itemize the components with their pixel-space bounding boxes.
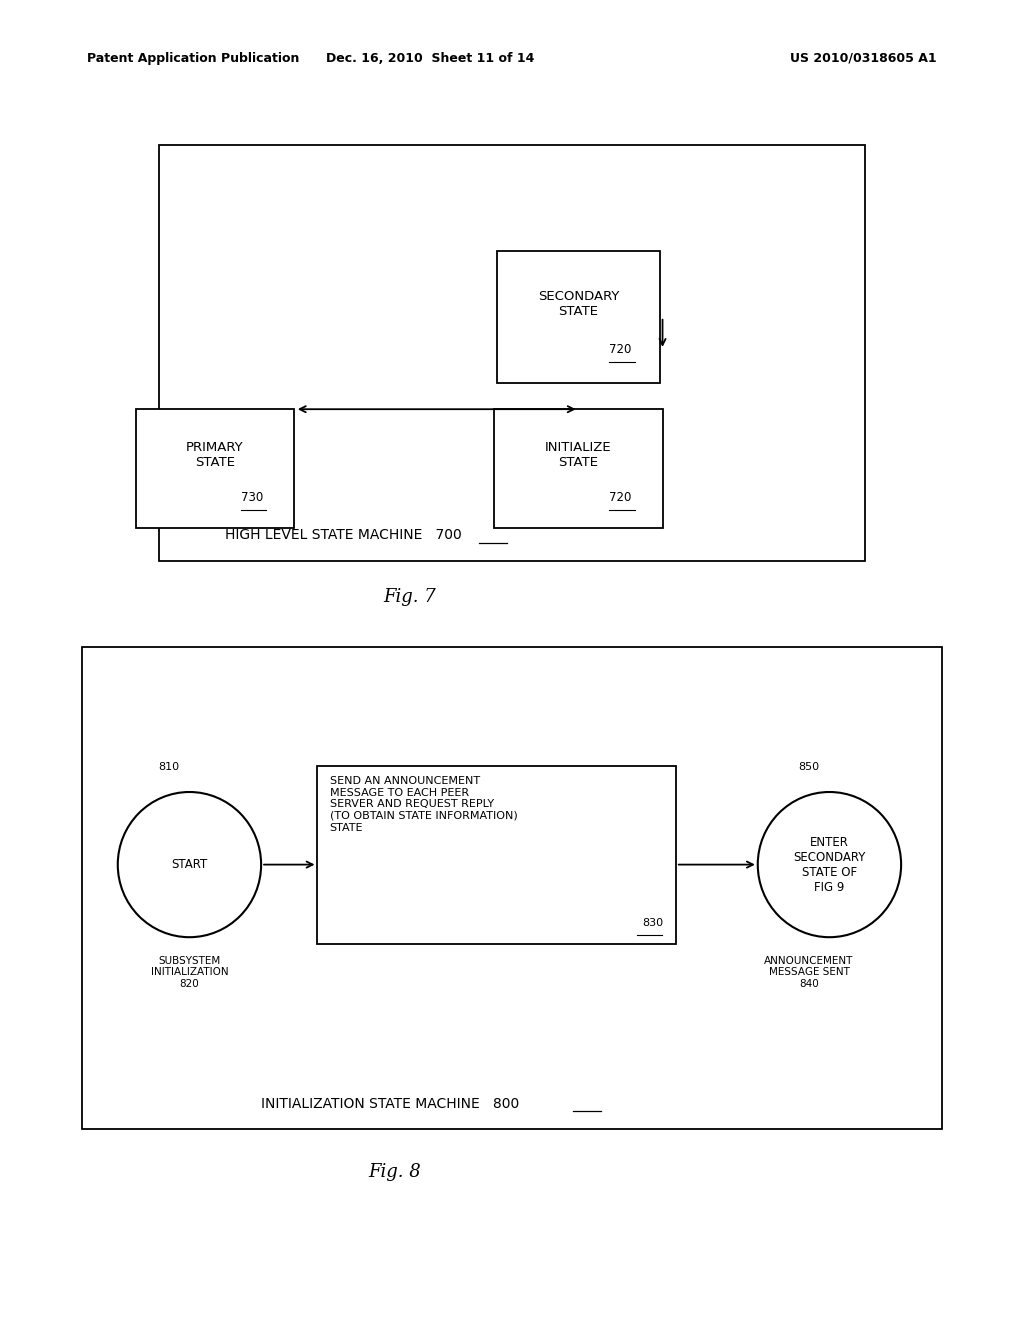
Text: Fig. 7: Fig. 7 [383, 587, 436, 606]
Text: Dec. 16, 2010  Sheet 11 of 14: Dec. 16, 2010 Sheet 11 of 14 [326, 51, 535, 65]
Text: START: START [171, 858, 208, 871]
Text: ANNOUNCEMENT
MESSAGE SENT
840: ANNOUNCEMENT MESSAGE SENT 840 [764, 956, 854, 989]
Text: 810: 810 [159, 762, 180, 772]
Bar [135, 409, 295, 528]
Text: 720: 720 [609, 491, 632, 504]
Bar [494, 409, 664, 528]
Text: SECONDARY
STATE: SECONDARY STATE [538, 289, 620, 318]
Bar [159, 145, 865, 561]
Text: Fig. 8: Fig. 8 [368, 1163, 421, 1181]
Text: SEND AN ANNOUNCEMENT
MESSAGE TO EACH PEER
SERVER AND REQUEST REPLY
(TO OBTAIN ST: SEND AN ANNOUNCEMENT MESSAGE TO EACH PEE… [330, 776, 517, 833]
Text: US 2010/0318605 A1: US 2010/0318605 A1 [791, 51, 937, 65]
Text: INITIALIZATION STATE MACHINE   800: INITIALIZATION STATE MACHINE 800 [261, 1097, 519, 1110]
Bar [497, 251, 660, 383]
Text: 830: 830 [642, 917, 664, 928]
Text: SUBSYSTEM
INITIALIZATION
820: SUBSYSTEM INITIALIZATION 820 [151, 956, 228, 989]
Text: HIGH LEVEL STATE MACHINE   700: HIGH LEVEL STATE MACHINE 700 [225, 528, 462, 541]
Text: 730: 730 [241, 491, 263, 504]
Text: 850: 850 [799, 762, 820, 772]
Text: Patent Application Publication: Patent Application Publication [87, 51, 299, 65]
Text: PRIMARY
STATE: PRIMARY STATE [186, 441, 244, 470]
Ellipse shape [758, 792, 901, 937]
Text: ENTER
SECONDARY
STATE OF
FIG 9: ENTER SECONDARY STATE OF FIG 9 [794, 836, 865, 894]
Text: INITIALIZE
STATE: INITIALIZE STATE [545, 441, 612, 470]
Ellipse shape [118, 792, 261, 937]
Text: 720: 720 [609, 343, 632, 356]
Bar [317, 766, 676, 944]
Bar [82, 647, 942, 1129]
